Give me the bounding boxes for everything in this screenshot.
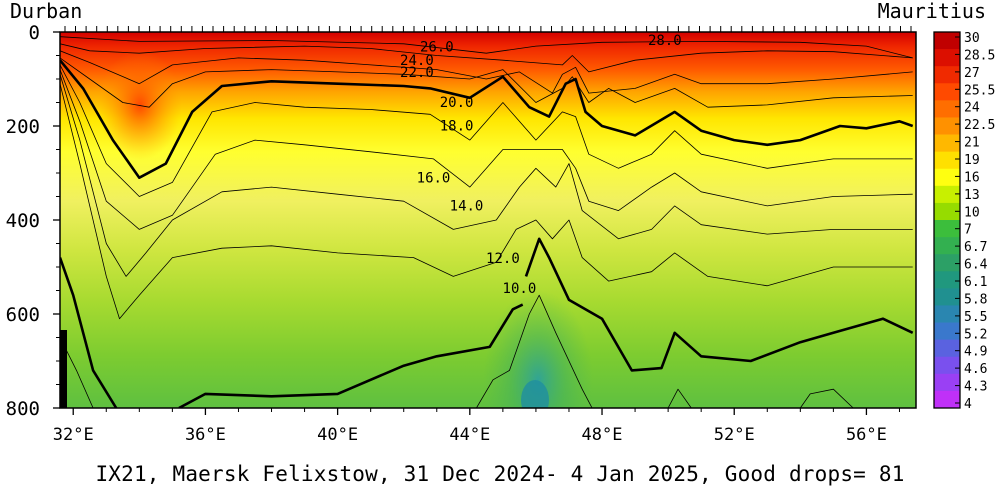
isotherm-contours <box>60 36 914 408</box>
temperature-field <box>60 32 916 408</box>
colorbar: 30 28.5 27 25.5 24 22.5 21 19 16 13 10 7 6.7 6.4 6.1 5.… <box>933 31 995 412</box>
colorbar-label: 6.1 <box>964 275 987 290</box>
colorbar-swatch <box>934 134 960 153</box>
colorbar-swatch <box>934 83 960 101</box>
colorbar-label: 28.5 <box>964 48 995 63</box>
contour-label: 14.0 <box>450 199 484 215</box>
colorbar-swatch <box>934 168 960 187</box>
x-axis: 32°E 36°E 40°E 44°E 48°E 52°E 56°E <box>53 408 900 445</box>
isotherm-28 <box>60 36 913 59</box>
x-tick-label: 44°E <box>449 425 490 445</box>
isotherm-22 <box>60 57 913 108</box>
cold-core-46E-bottom <box>521 380 549 408</box>
isotherm-8 <box>799 388 854 408</box>
contour-label: 26.0 <box>420 40 454 56</box>
y-tick-label: 600 <box>6 304 40 326</box>
colorbar-swatch <box>934 185 960 204</box>
isotherm-8 <box>476 294 593 408</box>
colorbar-label: 4.6 <box>964 362 987 377</box>
contour-label: 22.0 <box>400 65 434 81</box>
colorbar-label: 16 <box>964 170 980 185</box>
colorbar-swatch <box>934 271 960 289</box>
colorbar-swatch <box>934 117 960 135</box>
colorbar-label: 27 <box>964 66 980 81</box>
colorbar-label: 25.5 <box>964 83 995 98</box>
contour-label: 24.0 <box>400 53 434 69</box>
station-ticks <box>64 26 912 32</box>
y-tick-label: 400 <box>6 210 40 232</box>
y-tick-label: 200 <box>6 116 40 138</box>
contour-label: 16.0 <box>417 170 451 186</box>
colorbar-swatch <box>934 220 960 238</box>
colorbar-swatch <box>934 356 960 375</box>
isotherm-10 <box>60 257 118 408</box>
colorbar-swatch <box>934 49 960 67</box>
isotherm-10 <box>178 303 524 408</box>
x-tick-label: 40°E <box>317 425 358 445</box>
colorbar-label: 5.8 <box>964 292 987 307</box>
y-tick-label: 800 <box>6 398 40 420</box>
contour-label: 12.0 <box>486 251 520 267</box>
colorbar-label: 19 <box>964 153 980 168</box>
colorbar-swatch <box>934 390 960 409</box>
colorbar-swatch <box>934 32 960 50</box>
colorbar-swatch <box>934 237 960 255</box>
colorbar-label: 30 <box>964 31 980 46</box>
colorbar-swatch <box>934 151 960 170</box>
colorbar-swatch <box>934 254 960 272</box>
isotherm-14 <box>60 74 913 277</box>
colorbar-label: 21 <box>964 136 980 151</box>
colorbar-swatch <box>934 339 960 358</box>
isotherm-labels: 26.0 28.0 24.022.0 20.0 18.0 16.0 14.0 12.0 10.0 <box>400 33 682 297</box>
y-axis: 0 200 400 600 800 <box>6 22 60 420</box>
durban-shelf <box>60 330 67 408</box>
colorbar-label: 4.9 <box>964 345 987 360</box>
x-tick-label: 48°E <box>582 425 623 445</box>
colorbar-label: 6.4 <box>964 258 988 273</box>
colorbar-label: 5.5 <box>964 310 987 325</box>
x-tick-label: 32°E <box>53 425 94 445</box>
colorbar-label: 24 <box>964 101 980 116</box>
isotherm-16 <box>60 69 913 230</box>
contour-label: 18.0 <box>440 119 474 135</box>
warm-eddy-west <box>98 50 182 160</box>
isotherm-12 <box>60 83 913 320</box>
colorbar-swatch <box>934 100 960 118</box>
colorbar-frame <box>933 31 961 409</box>
colorbar-label: 6.7 <box>964 240 987 255</box>
colorbar-swatch <box>934 202 960 221</box>
left-station-label: Durban <box>10 0 82 23</box>
isotherm-26 <box>60 43 913 73</box>
contour-label: 28.0 <box>648 33 682 49</box>
colorbar-swatch <box>934 66 960 84</box>
chart-title: IX21, Maersk Felixstow, 31 Dec 2024- 4 J… <box>95 462 905 486</box>
colorbar-label: 10 <box>964 205 980 220</box>
colorbar-swatch <box>934 373 960 392</box>
isotherm-20 <box>60 59 914 179</box>
cold-core-46E <box>483 290 593 408</box>
x-tick-label: 56°E <box>846 425 887 445</box>
isotherm-8 <box>667 388 692 408</box>
colorbar-swatch <box>934 322 960 341</box>
colorbar-label: 4 <box>964 397 972 412</box>
contour-label: 10.0 <box>503 281 537 297</box>
colorbar-label: 13 <box>964 188 980 203</box>
x-tick-label: 36°E <box>185 425 226 445</box>
isotherm-18 <box>60 64 913 197</box>
isotherm-24 <box>60 50 913 94</box>
colorbar-label: 4.3 <box>964 380 987 395</box>
x-tick-label: 52°E <box>714 425 755 445</box>
colorbar-label: 22.5 <box>964 118 995 133</box>
isotherm-10 <box>524 237 914 372</box>
contour-label: 20.0 <box>440 95 474 111</box>
colorbar-label: 7 <box>964 223 972 238</box>
colorbar-swatch <box>934 288 960 306</box>
right-station-label: Mauritius <box>878 0 986 23</box>
colorbar-label: 5.2 <box>964 327 987 342</box>
y-tick-label: 0 <box>29 22 40 44</box>
colorbar-swatch <box>934 305 960 323</box>
